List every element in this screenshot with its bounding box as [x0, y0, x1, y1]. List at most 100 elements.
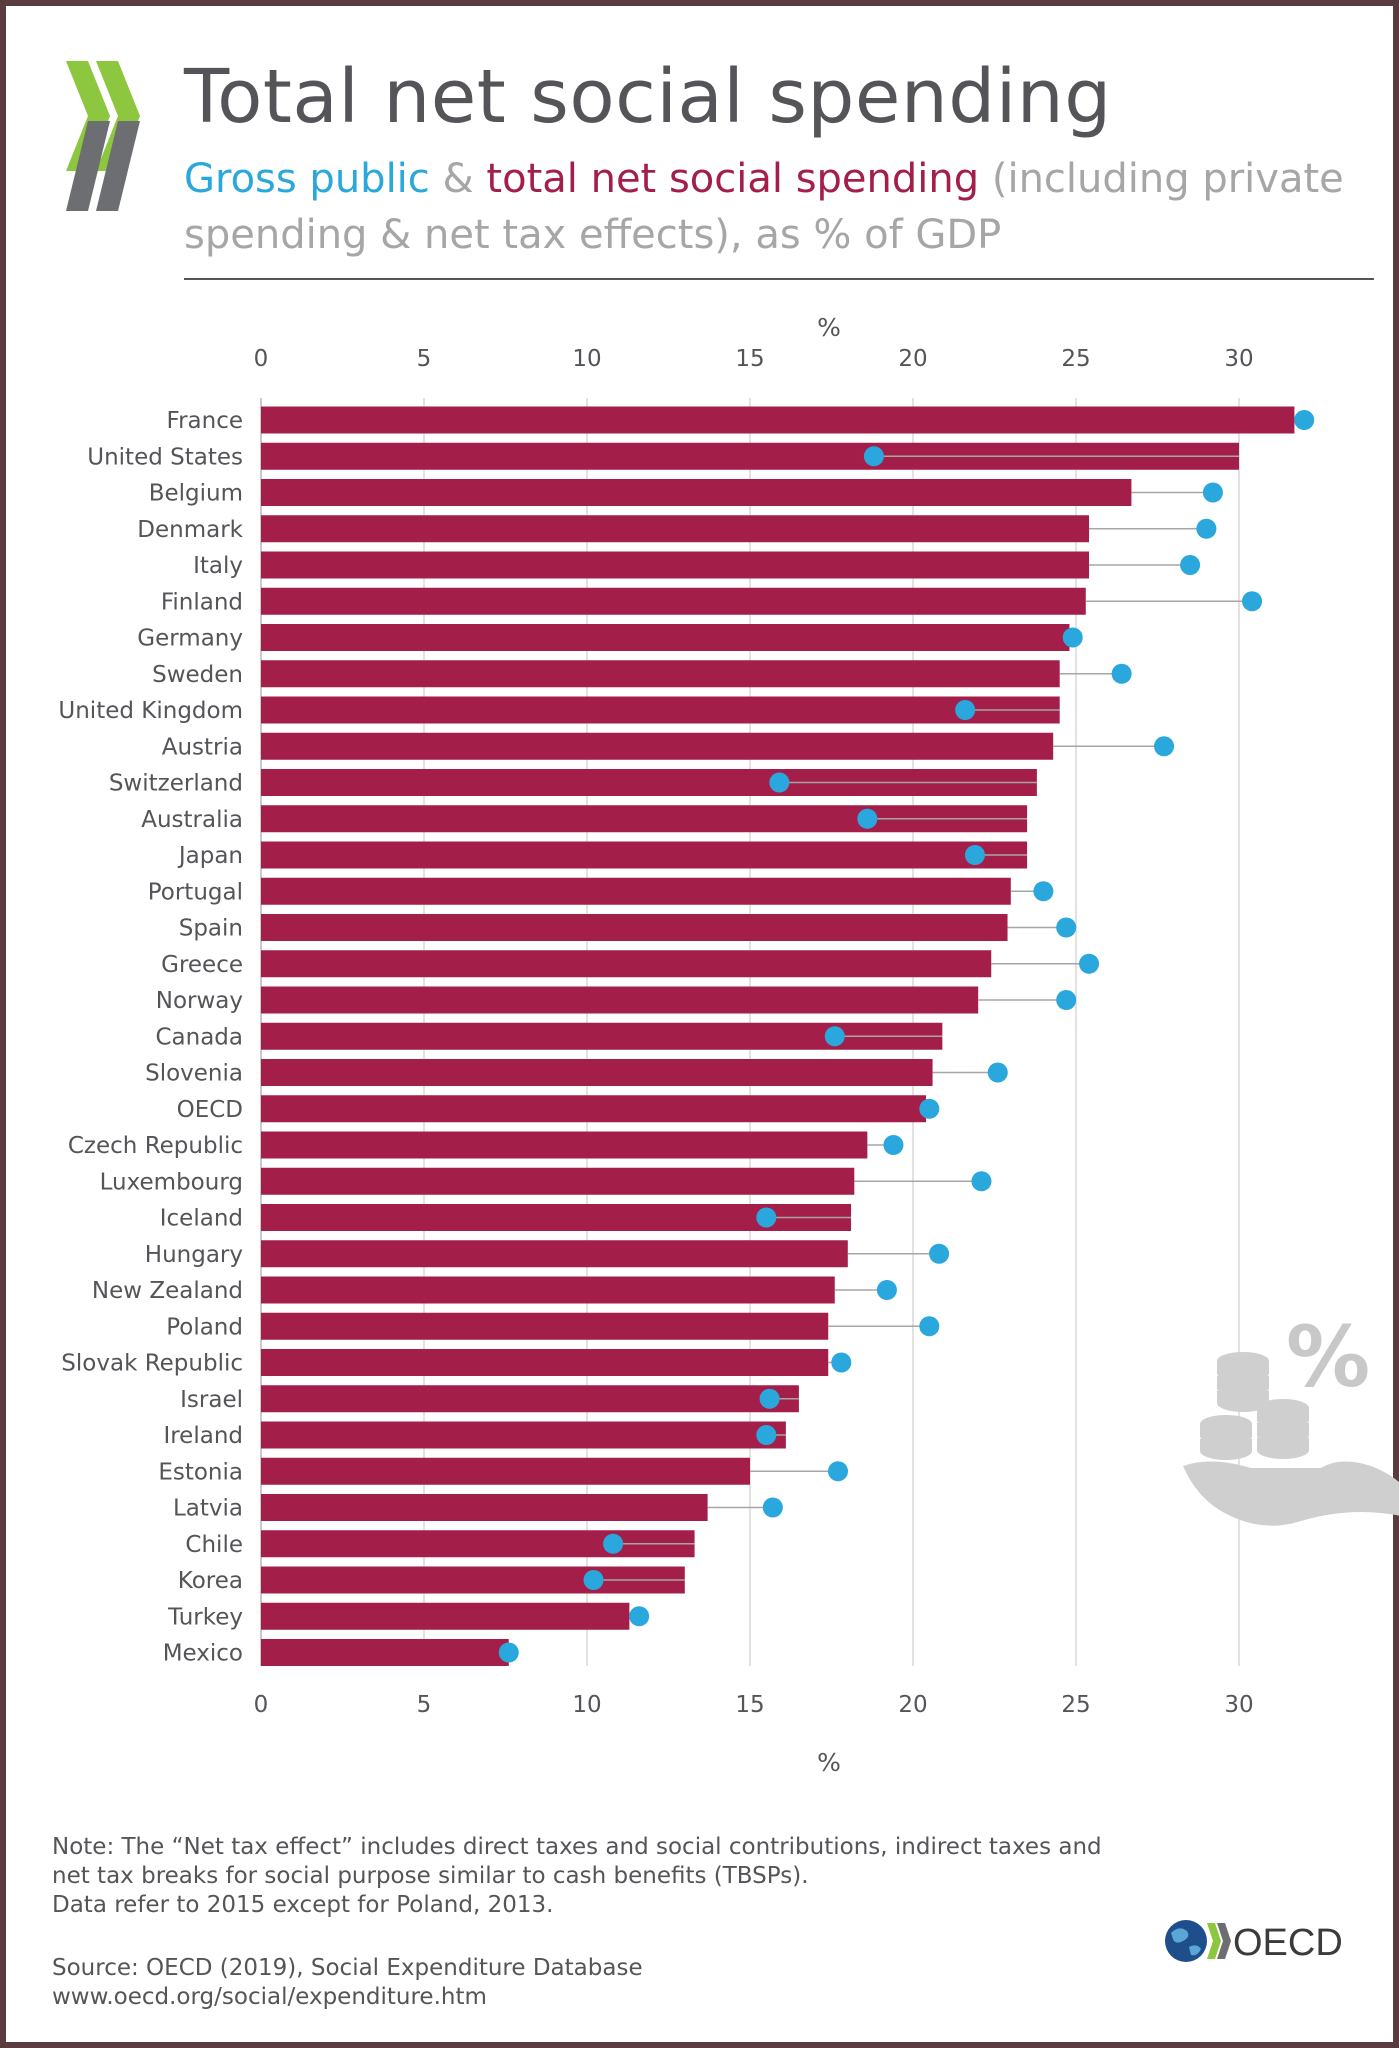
x-tick-label-top: 25 — [1061, 346, 1090, 372]
category-label: Denmark — [137, 517, 243, 543]
page-subtitle: Gross public & total net social spending… — [184, 151, 1364, 263]
gross-public-dot — [1180, 555, 1201, 575]
gross-public-dot — [629, 1606, 650, 1627]
category-label: Italy — [193, 553, 243, 579]
gross-public-dot — [828, 1461, 849, 1482]
spending-chart: 0 0 5 5 10 10 15 15 20 20 25 25 30 30%% France United S… — [58, 313, 1315, 1777]
category-label: Mexico — [163, 1641, 243, 1667]
gross-public-dot — [1062, 627, 1083, 648]
source-url[interactable]: www.oecd.org/social/expenditure.htm — [52, 1984, 487, 2010]
oecd-logo-text: OECD — [1233, 1922, 1343, 1964]
net-spending-bar — [261, 587, 1086, 615]
gross-public-dot — [824, 1026, 845, 1047]
subtitle-gross-public: Gross public — [184, 156, 430, 202]
category-label: Czech Republic — [68, 1133, 243, 1159]
gross-public-dot — [919, 1316, 940, 1337]
title-divider — [184, 278, 1374, 280]
net-spending-bar — [261, 1494, 708, 1521]
gross-public-dot — [756, 1425, 777, 1445]
category-label: Chile — [185, 1532, 243, 1558]
net-spending-bar — [261, 1457, 750, 1485]
gross-public-dot — [955, 700, 976, 720]
category-label: Luxembourg — [100, 1169, 243, 1195]
net-spending-bar — [261, 986, 979, 1014]
gross-public-dot — [971, 1171, 992, 1192]
x-axis-label-bottom: % — [817, 1748, 841, 1777]
net-spending-bar — [261, 515, 1090, 543]
category-label: Iceland — [160, 1206, 243, 1232]
gross-public-dot — [603, 1533, 624, 1554]
category-label: Canada — [155, 1024, 243, 1050]
net-spending-bar — [261, 1204, 852, 1231]
gross-public-dot — [1079, 953, 1100, 974]
net-spending-bar — [261, 877, 1011, 905]
category-label: Austria — [162, 734, 243, 760]
gross-public-dot — [883, 1135, 904, 1155]
coins-in-hand-icon: % — [1183, 1308, 1399, 1526]
category-label: OECD — [177, 1097, 243, 1123]
gross-public-dot — [756, 1207, 777, 1228]
category-label: Slovenia — [145, 1061, 243, 1087]
category-label: United Kingdom — [58, 698, 243, 724]
svg-text:%: % — [1286, 1308, 1370, 1406]
gross-public-dot — [987, 1062, 1008, 1083]
chart-source: Source: OECD (2019), Social Expenditure … — [52, 1954, 952, 2012]
gross-public-dot — [863, 446, 884, 467]
category-label: Ireland — [163, 1423, 243, 1449]
x-tick-label-bottom: 15 — [735, 1692, 764, 1718]
net-spending-bar — [261, 1385, 799, 1413]
subtitle-ampersand: & — [429, 156, 487, 202]
net-spending-bar — [261, 914, 1008, 941]
category-label: Finland — [161, 589, 243, 615]
oecd-chevron-logo-icon — [66, 61, 140, 211]
category-label: Korea — [178, 1568, 243, 1594]
net-spending-bar — [261, 1059, 933, 1086]
gross-public-dot — [929, 1243, 950, 1264]
globe-icon — [1165, 1920, 1207, 1962]
category-label: Sweden — [152, 662, 243, 688]
net-spending-bar — [261, 1276, 835, 1304]
net-spending-bar — [261, 551, 1090, 579]
net-spending-bar — [261, 950, 992, 978]
net-spending-bar — [261, 660, 1060, 688]
gross-public-dot — [1242, 591, 1263, 612]
x-tick-label-bottom: 25 — [1061, 1692, 1090, 1718]
gross-public-dot — [1033, 881, 1054, 902]
gross-public-dot — [1154, 736, 1175, 757]
x-tick-label-top: 20 — [898, 346, 927, 372]
net-spending-bar — [261, 1349, 829, 1376]
net-spending-bar — [261, 1602, 630, 1630]
source-line-1: Source: OECD (2019), Social Expenditure … — [52, 1955, 643, 1981]
net-spending-bar — [261, 1095, 927, 1123]
subtitle-description: (including private spending & net tax ef… — [184, 156, 1344, 258]
gross-public-dot — [1196, 518, 1217, 539]
gross-public-dot — [1202, 482, 1223, 503]
chart-note: Note: The “Net tax effect” includes dire… — [52, 1833, 1202, 1920]
x-tick-label-top: 15 — [735, 346, 764, 372]
oecd-logo: OECD — [1165, 1920, 1343, 1964]
net-spending-bar — [261, 1421, 786, 1449]
category-label: Latvia — [173, 1496, 243, 1522]
x-tick-label-top: 30 — [1224, 346, 1253, 372]
gross-public-dot — [583, 1570, 604, 1590]
gross-public-dot — [876, 1280, 897, 1300]
category-label: Poland — [166, 1314, 243, 1340]
x-tick-label-top: 5 — [417, 346, 432, 372]
page-title: Total net social spending — [184, 54, 1112, 140]
gross-public-dot — [498, 1642, 519, 1663]
gross-public-dot — [964, 845, 985, 865]
x-tick-label-bottom: 0 — [254, 1692, 269, 1718]
category-label: Portugal — [148, 879, 243, 905]
gross-public-dot — [762, 1497, 783, 1518]
gross-public-dot — [1056, 917, 1077, 938]
x-tick-label-top: 10 — [572, 346, 601, 372]
gross-public-dot — [1294, 410, 1315, 430]
note-line-1: Note: The “Net tax effect” includes dire… — [52, 1834, 1102, 1860]
net-spending-bar — [261, 1167, 855, 1195]
x-tick-label-bottom: 30 — [1224, 1692, 1253, 1718]
gross-public-dot — [831, 1352, 852, 1373]
net-spending-bar — [261, 1240, 848, 1268]
net-spending-bar — [261, 479, 1132, 506]
net-spending-bar — [261, 696, 1060, 724]
category-label: Japan — [177, 843, 243, 869]
